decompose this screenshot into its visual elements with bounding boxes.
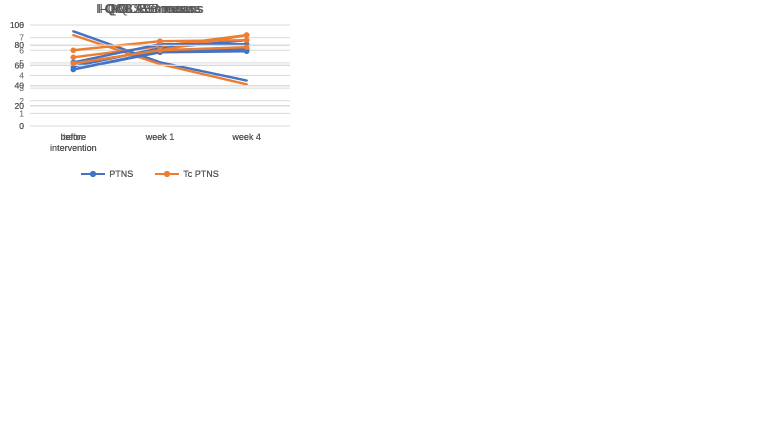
data-point-marker	[243, 32, 250, 38]
legend-label: PTNS	[109, 169, 134, 179]
y-tick-label: 80	[15, 40, 25, 50]
y-tick-label: 4	[19, 71, 24, 81]
x-tick-label: week 1	[145, 132, 175, 142]
x-tick-label: week 4	[231, 132, 261, 142]
y-tick-label: 60	[15, 60, 25, 70]
legend-label: Tc PTNS	[183, 169, 219, 179]
x-tick-label: befor intervention	[50, 132, 97, 153]
y-tick-label: 2	[19, 96, 24, 106]
tc-ptns-line-swatch	[155, 170, 180, 178]
legend-label: Tc PTNS	[183, 169, 219, 179]
y-tick-label: 6	[19, 45, 24, 55]
x-tick-label: before intervention	[50, 132, 97, 153]
y-tick-label: 20	[15, 101, 25, 111]
legend-label: Tc PTNS	[183, 169, 219, 179]
x-tick-label: before intervention	[50, 132, 97, 153]
data-point-marker	[243, 44, 250, 51]
y-tick-label: 7	[19, 33, 24, 43]
y-tick-label: 5	[19, 58, 24, 68]
data-point-marker	[70, 47, 77, 54]
chart-iqol-se-means: I-QOL SE means 0 20 40 60 80 100 before interve…	[0, 0, 300, 182]
y-tick-label: 40	[15, 81, 25, 91]
chart-title: I-QOL means	[110, 1, 190, 16]
legend-label: PTNS	[109, 169, 134, 179]
x-tick-label: before intervention	[50, 132, 97, 153]
data-point-marker	[70, 66, 77, 73]
data-point-marker	[70, 54, 77, 61]
data-point-marker	[157, 38, 163, 44]
y-tick-label: 60	[15, 60, 25, 70]
legend-label: PTNS	[109, 169, 134, 179]
y-tick-label: 20	[15, 101, 25, 111]
y-tick-label: 20	[15, 101, 25, 111]
x-tick-label: week 1	[145, 132, 175, 142]
y-tick-label: 0	[19, 121, 24, 131]
y-tick-label: 0	[19, 121, 24, 131]
legend-label: Tc PTNS	[183, 169, 219, 179]
legend-item-tc-ptns: Tc PTNS	[155, 169, 219, 179]
x-tick-label: week 4	[231, 132, 261, 142]
y-tick-label: 20	[15, 101, 25, 111]
y-tick-label: 100	[10, 20, 24, 30]
y-tick-label: 40	[15, 81, 25, 91]
y-tick-label: 8	[19, 20, 24, 30]
y-tick-label: 3	[19, 83, 24, 93]
legend-label: PTNS	[109, 169, 134, 179]
y-tick-label: 0	[19, 121, 24, 131]
chart-title: I-QOL ALB means	[95, 1, 204, 16]
x-tick-label: week 4	[231, 132, 261, 142]
x-tick-label: week 1	[145, 132, 175, 142]
chart-title: OABSS means	[105, 1, 195, 16]
y-tick-label: 80	[15, 40, 25, 50]
x-tick-label: week 4	[231, 132, 261, 142]
legend-label: PTNS	[109, 169, 134, 179]
ptns-line-swatch	[81, 170, 106, 178]
y-tick-label: 0	[19, 121, 24, 131]
y-tick-label: 60	[15, 60, 25, 70]
data-point-marker	[157, 47, 163, 54]
y-tick-label: 100	[10, 20, 24, 30]
chart-title: I-QOL SE means	[99, 1, 201, 16]
y-tick-label: 100	[10, 20, 24, 30]
x-tick-label: week 4	[231, 132, 261, 142]
y-tick-label: 1	[19, 108, 24, 118]
x-tick-label: week 1	[145, 132, 175, 142]
x-tick-label: week 1	[145, 132, 175, 142]
y-tick-label: 40	[15, 81, 25, 91]
plot-area: 0 20 40 60 80 100 before intervention week 1 week…	[10, 20, 290, 153]
x-tick-label: before intervention	[50, 132, 97, 153]
chart-legend: PTNS Tc PTNS	[0, 166, 300, 182]
data-point-marker	[70, 60, 77, 67]
legend-label: Tc PTNS	[183, 169, 219, 179]
y-tick-label: 80	[15, 40, 25, 50]
y-tick-label: 80	[15, 40, 25, 50]
y-tick-label: 60	[15, 60, 25, 70]
legend-item-ptns: PTNS	[81, 169, 133, 179]
chart-title: I-QOL PSI means	[97, 1, 203, 16]
y-tick-label: 100	[10, 20, 24, 30]
series-line-ptns	[72, 30, 248, 82]
data-point-marker	[243, 37, 250, 43]
y-tick-label: 40	[15, 81, 25, 91]
y-tick-label: 0	[19, 121, 24, 131]
